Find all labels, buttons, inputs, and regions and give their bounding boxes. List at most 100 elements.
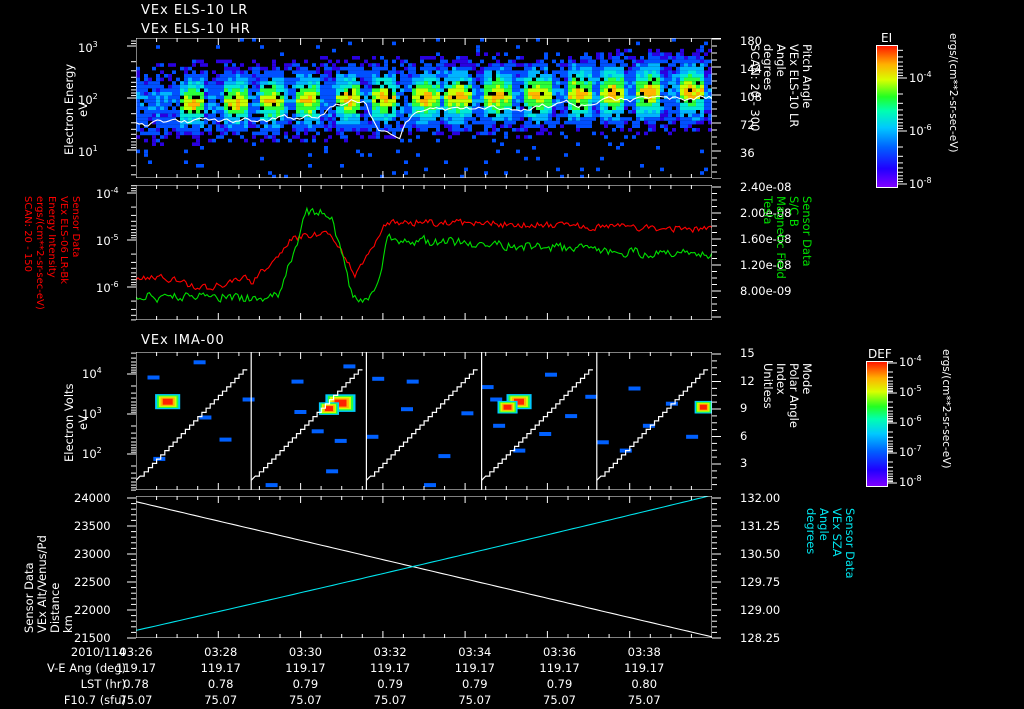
axis-tick-label: 2.40e-08: [740, 180, 792, 194]
axis-tick-label: 102: [78, 92, 98, 107]
axis-tick-label: 10-5: [899, 384, 922, 399]
bottom-axis-cell: 0.79: [377, 677, 403, 691]
bottom-axis-row-label: F10.7 (sfu): [63, 693, 126, 707]
bottom-axis-cell: 119.17: [539, 661, 580, 675]
bottom-axis-cell: 03:28: [204, 645, 238, 659]
axis-tick-label: 130.50: [740, 547, 781, 561]
panel4-left-label-4: km: [61, 615, 75, 633]
bottom-axis-cell: 75.07: [119, 693, 153, 707]
panel3-right-label-2: Polar Angle: [787, 363, 801, 428]
panel1-right-label-4: degrees: [761, 44, 775, 91]
panel4-left-label-3: Distance: [48, 582, 62, 633]
panel4-left-tickmarks: [112, 496, 136, 639]
bottom-axis-row: V-E Ang (deg) 119.17 119.17 119.17 119.17 119…: [0, 661, 770, 677]
bottom-axis-cell: 119.17: [369, 661, 411, 675]
axis-tick-label: 108: [740, 90, 762, 104]
bottom-axis-cell: 75.07: [373, 693, 407, 707]
bottom-axis-cell: 75.07: [204, 693, 238, 707]
axis-tick-label: 8.00e-09: [740, 284, 792, 298]
panel2-plot: [136, 185, 712, 320]
bottom-axis-cell: 03:36: [542, 645, 577, 659]
colorbar-ei-unit: ergs/(cm**2-sr-sec-eV): [947, 33, 959, 153]
panel3-left-tickmarks: [112, 352, 136, 491]
bottom-axis-row: F10.7 (sfu) 75.07 75.07 75.07 75.07 75.07 75.0…: [0, 693, 770, 709]
panel2-left-label-4: ergs/(cm**2-sr-sec-eV): [34, 196, 45, 310]
panel1-right-label-3: Angle: [774, 44, 788, 77]
axis-tick-label: 6: [740, 428, 748, 443]
panel1-ylabel: Electron Energy eV: [62, 63, 90, 156]
panel4-right-label-4: degrees: [804, 508, 818, 555]
bottom-axis-cell: 03:34: [458, 645, 492, 659]
panel4-right-label-2: VEx SZA: [830, 508, 844, 557]
panel4-right-label-1: Sensor Data: [843, 508, 857, 579]
axis-tick-label: 10-6: [909, 123, 932, 138]
bottom-axis-cell: 03:32: [373, 645, 407, 659]
axis-tick-label: 102: [82, 446, 102, 461]
axis-tick-label: 23500: [74, 519, 111, 533]
colorbar-def-tickmarks: [888, 361, 898, 487]
bottom-axis-row-label: V-E Ang (deg): [46, 661, 126, 675]
panel2-left-label-2: VEx ELS-06 LR-Bk: [58, 196, 69, 285]
axis-tick-label: 180: [740, 34, 762, 48]
panel1-right-label-1: Pitch Angle: [800, 44, 814, 109]
bottom-axis-cell: 0.78: [207, 677, 234, 691]
panel3-right-label-1: Mode: [800, 363, 814, 395]
bottom-axis-row: LST (hr) 0.78 0.78 0.79 0.79 0.79 0.79 0.80: [0, 677, 770, 693]
bottom-axis-cell: 0.79: [546, 677, 573, 691]
panel4-right-label-3: Angle: [817, 508, 831, 541]
colorbar-def: [866, 361, 888, 487]
axis-tick-label: 128.25: [740, 631, 781, 645]
axis-tick-label: 10-6: [899, 414, 922, 429]
panel1-left-tickmarks: [112, 38, 136, 179]
panel3-ylabel: Electron Volts eV: [62, 383, 90, 462]
bottom-axis-cell: 119.17: [624, 661, 665, 675]
bottom-axis-cell: 119.17: [285, 661, 326, 675]
axis-tick-label: 1.20e-08: [740, 258, 792, 272]
axis-tick-label: 131.25: [740, 519, 781, 533]
panel4-lines: [136, 496, 712, 638]
axis-tick-label: 103: [82, 406, 102, 421]
axis-tick-label: 12: [740, 373, 755, 388]
panel3-right-tickmarks: [712, 352, 736, 491]
axis-tick-label: 104: [82, 366, 102, 381]
bottom-axis-cell: 75.07: [458, 693, 492, 707]
bottom-axis-cell: 0.80: [631, 677, 658, 691]
bottom-axis-cell: 119.17: [115, 661, 157, 675]
panel2-right-label-1: Sensor Data: [800, 196, 814, 267]
axis-tick-label: 10-8: [909, 176, 932, 191]
axis-tick-label: 23000: [74, 547, 111, 561]
panel1-right-tickmarks: [712, 38, 736, 179]
axis-tick-label: 10-7: [899, 444, 922, 459]
colorbar-ei-title: EI: [881, 31, 893, 45]
panel3-right-label-4: Unitless: [761, 363, 775, 409]
panel4-left-label-1: Sensor Data: [22, 562, 36, 633]
axis-tick-label: 10-6: [96, 280, 119, 295]
panel4-left-label-2: VEx Alt/Venus/Pd: [35, 535, 49, 633]
bottom-axis-cell: 119.17: [200, 661, 241, 675]
panel2-right-label-2: S/C B: [787, 196, 801, 227]
axis-tick-label: 132.00: [740, 491, 781, 505]
axis-tick-label: 1.60e-08: [740, 232, 792, 246]
bottom-axis-cell: 03:38: [627, 645, 661, 659]
colorbar-ei-tickmarks: [898, 45, 908, 188]
panel2-right-label-3: Magnetic Field: [774, 196, 788, 279]
bottom-axis-row-label: 2010/114: [70, 645, 126, 659]
panel2-left-label-1: Sensor Data: [70, 196, 81, 258]
bottom-axis-row: 2010/114 03:26 03:28 03:30 03:32 03:34 03:36 03…: [0, 645, 770, 661]
panel3-title: VEx IMA-00: [141, 333, 225, 348]
bottom-axis-cell: 0.78: [123, 677, 149, 691]
colorbar-def-title: DEF: [868, 347, 892, 361]
colorbar-ei: [876, 45, 898, 188]
panel1-right-label-2: VEx ELS-10 LR: [787, 44, 801, 128]
axis-tick-label: 101: [78, 144, 98, 159]
axis-tick-label: 129.75: [740, 575, 781, 589]
axis-tick-label: 24000: [74, 491, 111, 505]
panel2-lines: [136, 185, 712, 320]
axis-tick-label: 144: [740, 62, 762, 76]
bottom-axis-cell: 0.79: [292, 677, 319, 691]
axis-tick-label: 10-4: [96, 186, 119, 201]
bottom-axis-cell: 75.07: [627, 693, 661, 707]
panel2-left-label-3: Energy Intensity: [46, 196, 57, 278]
axis-tick-label: 3: [740, 456, 748, 470]
